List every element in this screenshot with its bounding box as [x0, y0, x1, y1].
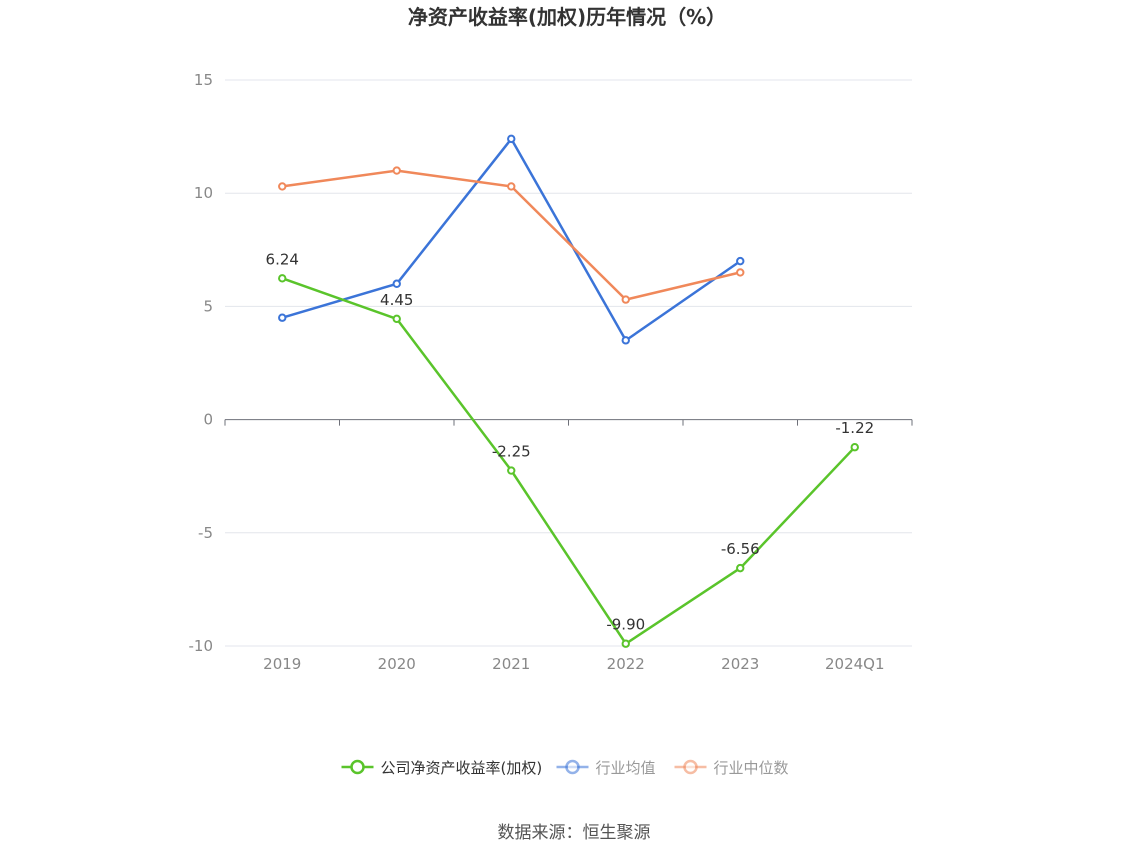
series-line-1 — [281, 137, 742, 342]
y-tick-label: 0 — [203, 411, 213, 429]
x-tick-label: 2019 — [263, 655, 301, 673]
data-label: -2.25 — [492, 443, 531, 461]
data-point-0 — [621, 639, 630, 648]
data-point-1 — [392, 279, 401, 288]
data-label: 4.45 — [380, 291, 413, 309]
legend-marker-icon — [350, 759, 365, 775]
x-tick-label: 2021 — [492, 655, 530, 673]
legend-label: 行业中位数 — [714, 759, 789, 777]
legend-label: 公司净资产收益率(加权) — [381, 759, 543, 777]
x-tick-label: 2020 — [378, 655, 416, 673]
series-line-0 — [281, 277, 856, 645]
data-label: 6.24 — [266, 250, 299, 268]
y-tick-label: 5 — [203, 297, 213, 315]
legend-item-1[interactable]: 行业均值 — [556, 759, 656, 777]
data-point-1 — [507, 134, 516, 144]
legend-item-2[interactable]: 行业中位数 — [674, 759, 789, 777]
y-tick-label: 10 — [194, 184, 213, 202]
data-point-1 — [736, 256, 745, 266]
data-point-1 — [278, 313, 287, 322]
data-point-0 — [278, 274, 287, 283]
data-label: -6.56 — [721, 540, 760, 558]
legend-marker-icon — [565, 759, 580, 775]
data-point-2 — [278, 182, 287, 191]
x-tick-label: 2024Q1 — [825, 655, 885, 673]
source-note: 数据来源：恒生聚源 — [498, 823, 651, 843]
data-point-0 — [736, 563, 745, 573]
data-point-0 — [507, 466, 516, 475]
data-label: -1.22 — [835, 419, 874, 437]
x-tick-label: 2023 — [721, 655, 759, 673]
legend-label: 行业均值 — [596, 759, 656, 777]
y-tick-label: 15 — [194, 71, 213, 89]
data-point-0 — [392, 314, 401, 324]
x-tick-label: 2022 — [607, 655, 645, 673]
data-point-2 — [736, 268, 745, 277]
data-label: -9.90 — [606, 616, 645, 634]
legend-marker-icon — [683, 759, 698, 775]
y-tick-label: -5 — [198, 524, 213, 542]
data-point-2 — [621, 295, 630, 304]
data-point-2 — [507, 182, 516, 191]
data-point-2 — [392, 166, 401, 175]
legend-item-0[interactable]: 公司净资产收益率(加权) — [341, 759, 543, 777]
data-point-0 — [850, 443, 859, 452]
y-tick-label: -10 — [189, 637, 214, 655]
chart-title: 净资产收益率(加权)历年情况（%） — [408, 5, 726, 29]
data-point-1 — [621, 336, 630, 345]
